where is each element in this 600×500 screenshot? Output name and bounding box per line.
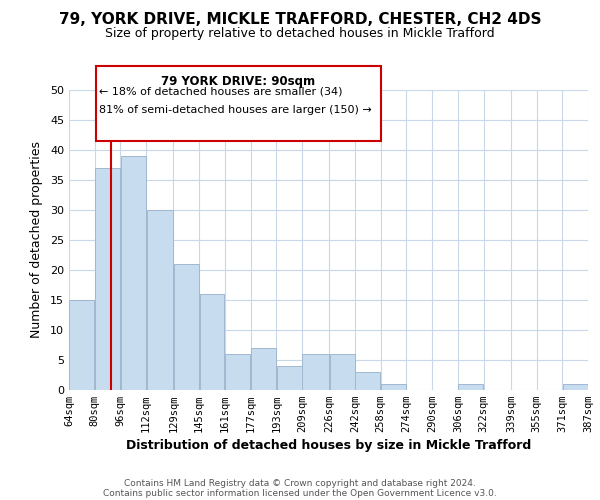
FancyBboxPatch shape [95, 66, 381, 141]
Bar [355, 372, 380, 390]
Bar [174, 264, 199, 390]
Text: 81% of semi-detached houses are larger (150) →: 81% of semi-detached houses are larger (… [99, 105, 371, 115]
Text: Contains public sector information licensed under the Open Government Licence v3: Contains public sector information licen… [103, 488, 497, 498]
Text: Size of property relative to detached houses in Mickle Trafford: Size of property relative to detached ho… [105, 28, 495, 40]
Bar [251, 348, 276, 390]
Bar [381, 384, 406, 390]
Bar [95, 168, 120, 390]
Bar [277, 366, 302, 390]
Bar [563, 384, 587, 390]
Y-axis label: Number of detached properties: Number of detached properties [30, 142, 43, 338]
Bar [70, 300, 94, 390]
Bar [330, 354, 355, 390]
Bar [225, 354, 250, 390]
Bar [121, 156, 146, 390]
Bar [302, 354, 329, 390]
Text: 79, YORK DRIVE, MICKLE TRAFFORD, CHESTER, CH2 4DS: 79, YORK DRIVE, MICKLE TRAFFORD, CHESTER… [59, 12, 541, 28]
Text: ← 18% of detached houses are smaller (34): ← 18% of detached houses are smaller (34… [99, 87, 342, 97]
Bar [458, 384, 483, 390]
Text: 79 YORK DRIVE: 90sqm: 79 YORK DRIVE: 90sqm [161, 75, 315, 88]
Bar [200, 294, 224, 390]
Bar [146, 210, 173, 390]
Text: Contains HM Land Registry data © Crown copyright and database right 2024.: Contains HM Land Registry data © Crown c… [124, 478, 476, 488]
X-axis label: Distribution of detached houses by size in Mickle Trafford: Distribution of detached houses by size … [126, 440, 531, 452]
